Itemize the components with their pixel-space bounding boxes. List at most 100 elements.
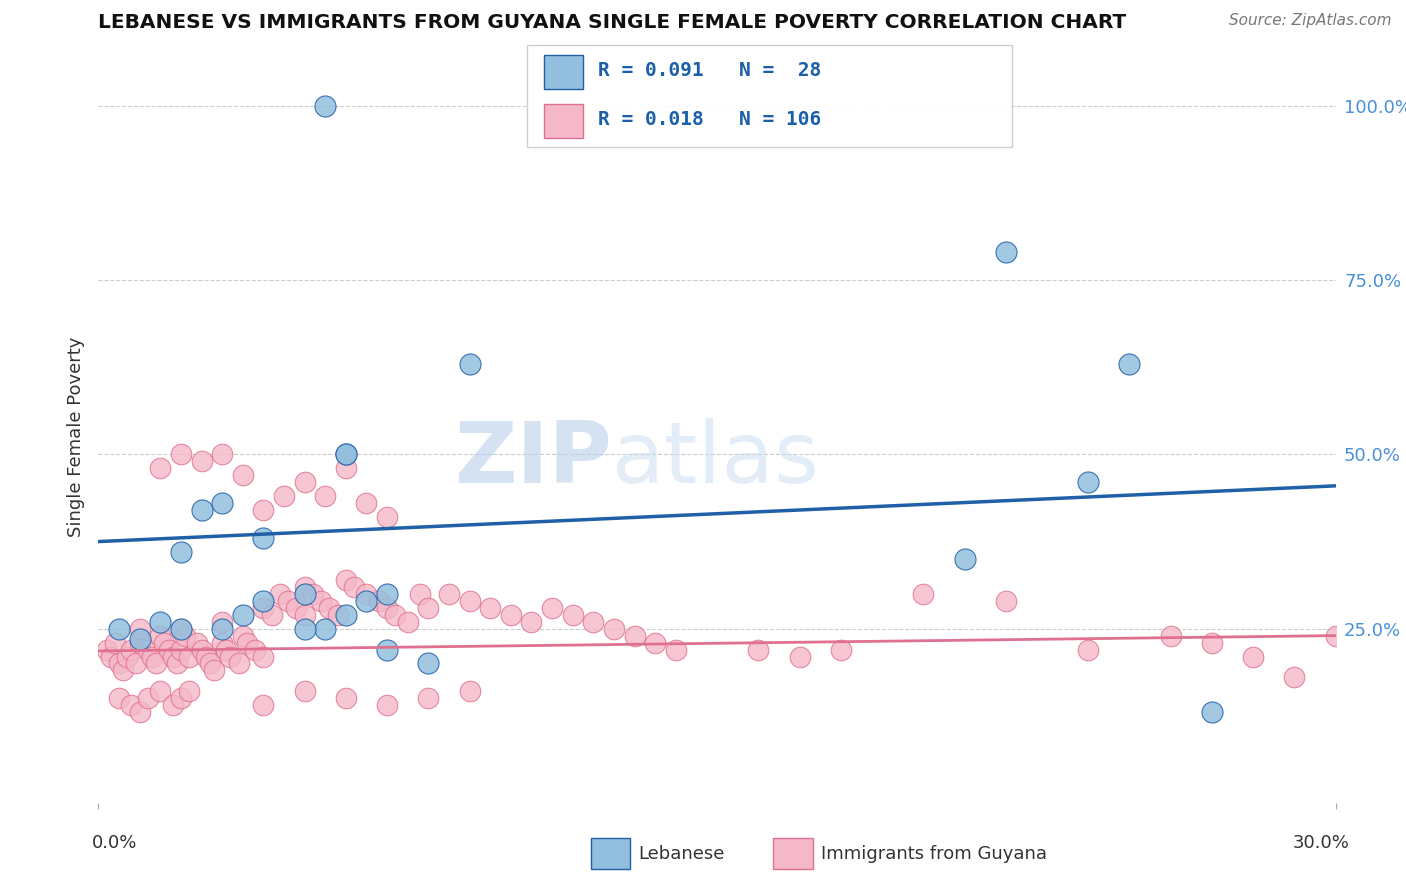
Point bbox=[174, 629, 197, 643]
Point bbox=[170, 545, 193, 559]
Point bbox=[437, 587, 460, 601]
Text: R = 0.018   N = 106: R = 0.018 N = 106 bbox=[598, 110, 821, 129]
Point bbox=[211, 496, 233, 510]
Point bbox=[912, 587, 935, 601]
Point bbox=[418, 691, 440, 706]
Point bbox=[162, 698, 184, 713]
Point bbox=[499, 607, 522, 622]
Point bbox=[1160, 629, 1182, 643]
Text: Source: ZipAtlas.com: Source: ZipAtlas.com bbox=[1229, 13, 1392, 29]
Point bbox=[149, 629, 172, 643]
Point bbox=[124, 657, 146, 671]
Point bbox=[215, 642, 238, 657]
Point bbox=[277, 594, 299, 608]
Text: Immigrants from Guyana: Immigrants from Guyana bbox=[821, 845, 1047, 863]
Point bbox=[335, 691, 357, 706]
Point bbox=[623, 629, 645, 643]
Point bbox=[1077, 475, 1099, 490]
Point bbox=[375, 587, 398, 601]
Point bbox=[789, 649, 811, 664]
Point bbox=[1284, 670, 1306, 684]
Point bbox=[269, 587, 291, 601]
Point bbox=[396, 615, 419, 629]
Point bbox=[356, 496, 378, 510]
Point bbox=[294, 475, 316, 490]
Point bbox=[326, 607, 349, 622]
Point bbox=[104, 635, 127, 649]
Point bbox=[384, 607, 406, 622]
Point bbox=[294, 587, 316, 601]
Point bbox=[112, 664, 135, 678]
Point bbox=[335, 448, 357, 462]
Point bbox=[141, 649, 163, 664]
Point bbox=[198, 657, 221, 671]
Point bbox=[1201, 635, 1223, 649]
Point bbox=[343, 580, 366, 594]
Point bbox=[747, 642, 769, 657]
Point bbox=[335, 448, 357, 462]
Point bbox=[170, 622, 193, 636]
Point bbox=[108, 622, 131, 636]
Point bbox=[170, 691, 193, 706]
Point bbox=[120, 698, 142, 713]
Point bbox=[520, 615, 543, 629]
Point bbox=[120, 642, 142, 657]
Point bbox=[294, 684, 316, 698]
Point bbox=[252, 531, 274, 545]
Point bbox=[232, 468, 254, 483]
Point bbox=[157, 642, 180, 657]
Point bbox=[994, 245, 1017, 260]
Point bbox=[128, 632, 150, 646]
Point bbox=[252, 503, 274, 517]
Point bbox=[153, 635, 176, 649]
Point bbox=[541, 600, 564, 615]
Point bbox=[603, 622, 626, 636]
Point bbox=[252, 649, 274, 664]
Point bbox=[294, 622, 316, 636]
Point bbox=[260, 607, 283, 622]
Point bbox=[211, 622, 233, 636]
Point bbox=[186, 635, 208, 649]
Point bbox=[409, 587, 432, 601]
Point bbox=[149, 684, 172, 698]
Point bbox=[335, 607, 357, 622]
Point bbox=[190, 454, 212, 468]
Point bbox=[228, 657, 250, 671]
Point bbox=[100, 649, 122, 664]
Point bbox=[830, 642, 852, 657]
Point bbox=[190, 503, 212, 517]
Point bbox=[149, 615, 172, 629]
Point bbox=[367, 594, 389, 608]
Point bbox=[190, 642, 212, 657]
Text: LEBANESE VS IMMIGRANTS FROM GUYANA SINGLE FEMALE POVERTY CORRELATION CHART: LEBANESE VS IMMIGRANTS FROM GUYANA SINGL… bbox=[98, 13, 1126, 32]
Point bbox=[375, 698, 398, 713]
Point bbox=[128, 622, 150, 636]
Point bbox=[170, 448, 193, 462]
Point bbox=[170, 642, 193, 657]
Point bbox=[294, 580, 316, 594]
Point bbox=[644, 635, 666, 649]
Point bbox=[252, 698, 274, 713]
Point bbox=[375, 642, 398, 657]
Point bbox=[318, 600, 340, 615]
Point bbox=[561, 607, 583, 622]
Point bbox=[232, 629, 254, 643]
Point bbox=[953, 552, 976, 566]
Point bbox=[179, 649, 201, 664]
Point bbox=[211, 635, 233, 649]
Point bbox=[128, 635, 150, 649]
Point bbox=[375, 600, 398, 615]
Point bbox=[1324, 629, 1347, 643]
Point bbox=[166, 657, 188, 671]
Point bbox=[236, 635, 259, 649]
Point bbox=[458, 594, 481, 608]
Point bbox=[128, 705, 150, 719]
Text: R = 0.091   N =  28: R = 0.091 N = 28 bbox=[598, 61, 821, 80]
Point bbox=[202, 664, 225, 678]
Point bbox=[458, 684, 481, 698]
Text: ZIP: ZIP bbox=[454, 417, 612, 500]
Point bbox=[219, 649, 242, 664]
Point bbox=[418, 657, 440, 671]
Point bbox=[252, 600, 274, 615]
Point bbox=[582, 615, 605, 629]
